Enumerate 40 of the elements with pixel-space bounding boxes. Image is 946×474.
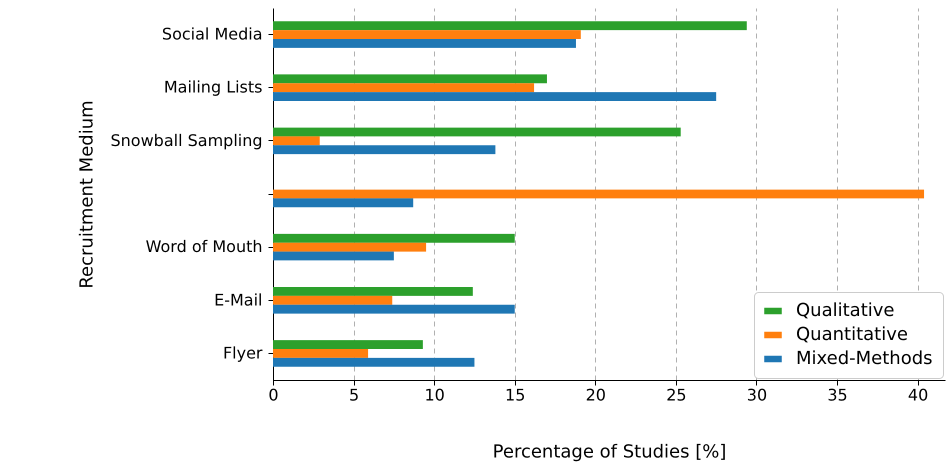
bar [273,136,320,146]
bar [273,234,515,243]
x-tick-label: 35 [827,386,848,404]
x-tick-label: 20 [586,386,606,404]
y-tick-label: Social Media [162,24,262,44]
bar [273,296,392,305]
bar [273,304,515,314]
bar [273,92,716,101]
bar [273,128,681,136]
x-tick-label: 30 [746,386,768,404]
legend-label: Qualitative [796,300,894,321]
bar [273,30,581,39]
y-tick-label: E-Mail [214,290,262,310]
bar [273,358,474,367]
x-tick-label: 40 [908,386,928,404]
legend-label: Mixed-Methods [796,348,933,369]
y-tick-label: Mailing Lists [164,78,262,97]
bar [273,349,368,358]
bar [273,145,496,154]
bar [273,21,747,30]
x-axis-title: Percentage of Studies [%] [492,442,726,462]
y-axis-title: Recruitment Medium [76,100,98,289]
y-tick-label: Flyer [222,343,263,362]
x-tick-label: 0 [268,386,279,404]
bar [273,83,534,92]
x-tick-label: 10 [424,386,445,404]
bar [273,287,473,296]
bar [273,39,576,48]
y-tick-label: Word of Mouth [146,237,262,256]
x-tick-label: 25 [666,386,687,404]
y-tick-label: Snowball Sampling [110,130,262,150]
bar [273,190,924,198]
legend-label: Quantitative [796,324,908,345]
bar [273,340,423,349]
bar [273,242,426,252]
bar [273,198,414,208]
x-tick-label: 15 [505,386,526,404]
bar [273,74,547,84]
x-tick-label: 5 [348,386,360,404]
bar [273,252,394,260]
